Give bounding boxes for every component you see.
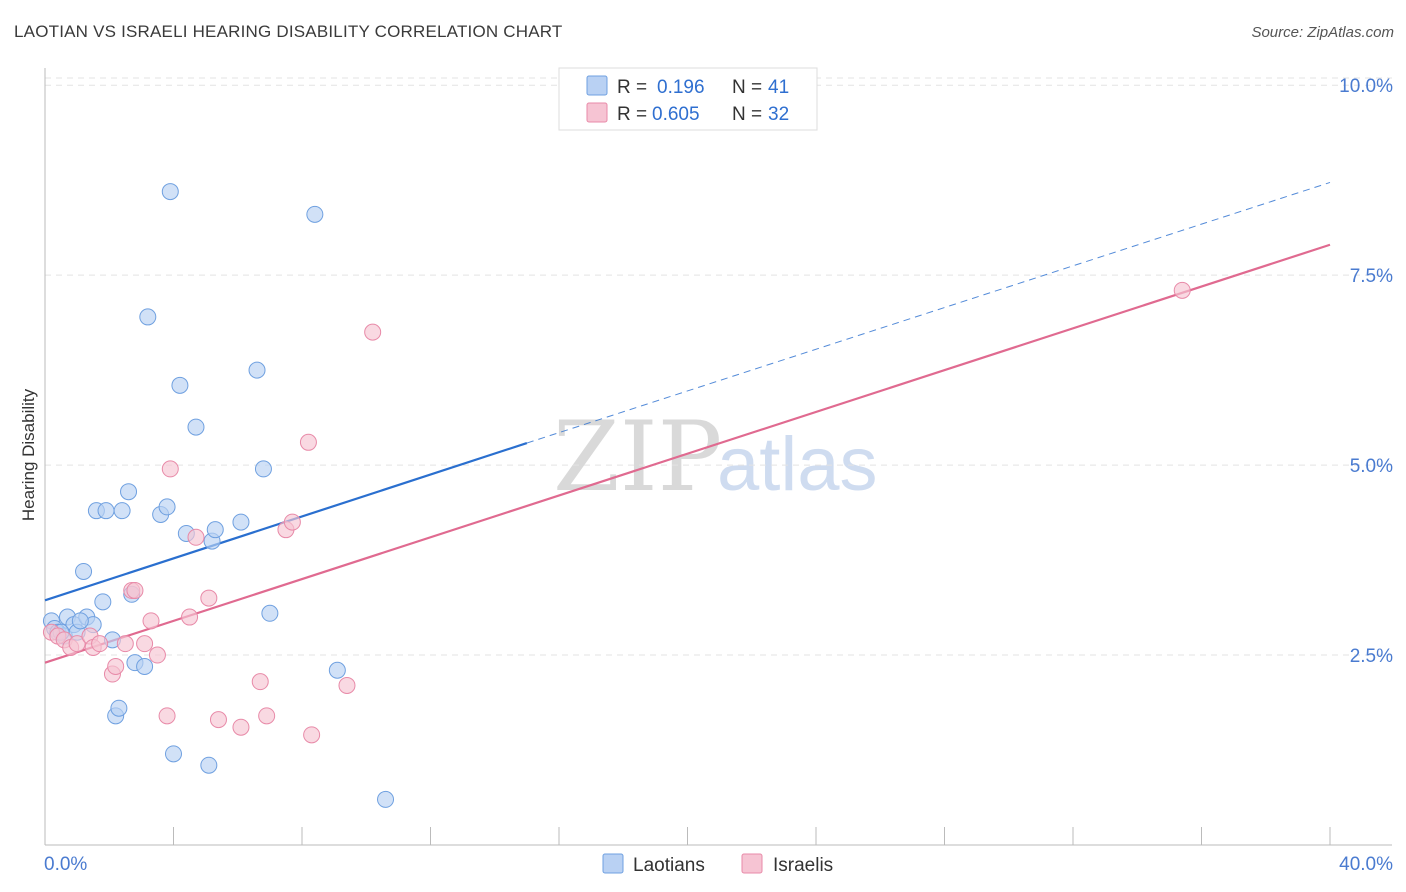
legend-n-israelis: 32 (768, 104, 789, 125)
point-laotians-7 (75, 562, 93, 580)
point-israelis-21 (209, 711, 227, 729)
legend: R = 0.196 N = 41 R = 0.605 N = 32 (558, 67, 818, 131)
point-israelis-22 (232, 718, 250, 736)
point-laotians-11 (97, 502, 115, 520)
x-tick-labels: 0.0% 40.0% (44, 854, 1393, 875)
axes (44, 68, 1392, 846)
point-israelis-13 (136, 635, 154, 653)
legend-swatch-israelis (586, 102, 608, 123)
bottom-legend: Laotians Israelis (602, 853, 833, 876)
point-laotians-30 (254, 460, 272, 478)
point-laotians-38 (377, 790, 395, 808)
chart-title: LAOTIAN VS ISRAELI HEARING DISABILITY CO… (14, 22, 563, 41)
point-laotians-12 (113, 502, 131, 520)
point-israelis-23 (251, 673, 269, 691)
legend-n-label-1: N = (732, 77, 762, 98)
point-laotians-13 (94, 593, 112, 611)
point-israelis-17 (161, 460, 179, 478)
point-laotians-23 (171, 376, 189, 394)
y-tick-label-1: 5.0% (1350, 456, 1393, 477)
point-laotians-33 (328, 661, 346, 679)
watermark: ZIP atlas (553, 401, 878, 513)
watermark-zip: ZIP (553, 401, 722, 513)
x-tick-label-0: 0.0% (44, 854, 87, 875)
data-points (42, 183, 1191, 808)
point-laotians-28 (232, 513, 250, 531)
point-laotians-31 (261, 604, 279, 622)
point-israelis-26 (283, 513, 301, 531)
point-israelis-12 (126, 581, 144, 599)
point-laotians-22 (161, 183, 179, 201)
point-israelis-27 (299, 433, 317, 451)
point-israelis-15 (148, 646, 166, 664)
point-israelis-18 (181, 608, 199, 626)
point-israelis-30 (364, 323, 382, 341)
x-tick-label-1: 40.0% (1339, 854, 1393, 875)
legend-swatch-laotians (586, 75, 608, 96)
y-tick-label-2: 7.5% (1350, 266, 1393, 287)
bottom-legend-laotians: Laotians (633, 855, 705, 876)
legend-r-label-2: R = (617, 104, 647, 125)
point-laotians-37 (200, 756, 218, 774)
point-israelis-9 (107, 657, 125, 675)
point-israelis-24 (258, 707, 276, 725)
point-laotians-21 (158, 498, 176, 516)
legend-r-laotians: 0.196 (657, 77, 705, 98)
bottom-legend-swatch-laotians (602, 853, 624, 874)
point-israelis-28 (303, 726, 321, 744)
point-laotians-40 (71, 612, 89, 630)
point-israelis-7 (91, 635, 109, 653)
legend-n-label-2: N = (732, 104, 762, 125)
point-israelis-19 (187, 528, 205, 546)
point-laotians-18 (136, 657, 154, 675)
gridlines (45, 77, 1392, 656)
point-laotians-35 (110, 699, 128, 717)
point-laotians-27 (206, 521, 224, 539)
y-tick-label-0: 2.5% (1350, 646, 1393, 667)
point-israelis-10 (116, 635, 134, 653)
legend-n-laotians: 41 (768, 77, 789, 98)
point-israelis-4 (68, 635, 86, 653)
source-label: Source: ZipAtlas.com (1251, 24, 1394, 41)
legend-r-israelis: 0.605 (652, 104, 700, 125)
point-laotians-14 (120, 483, 138, 501)
watermark-atlas: atlas (717, 422, 878, 507)
point-israelis-14 (142, 612, 160, 630)
y-axis-label: Hearing Disability (19, 388, 38, 521)
trend-line-extension-laotians (526, 181, 1331, 444)
y-tick-labels: 2.5% 5.0% 7.5% 10.0% (1339, 76, 1393, 667)
point-laotians-29 (248, 361, 266, 379)
point-laotians-36 (165, 745, 182, 763)
point-laotians-19 (139, 308, 157, 326)
point-israelis-16 (158, 707, 176, 725)
y-tick-label-3: 10.0% (1339, 76, 1393, 97)
point-israelis-20 (200, 589, 218, 607)
point-israelis-29 (338, 676, 356, 694)
point-israelis-31 (1173, 281, 1191, 299)
trend-line-israelis (44, 243, 1331, 664)
bottom-legend-israelis: Israelis (773, 855, 833, 876)
bottom-legend-swatch-israelis (741, 853, 763, 874)
legend-r-label-1: R = (617, 77, 647, 98)
point-laotians-32 (306, 205, 324, 223)
point-laotians-25 (187, 418, 205, 436)
